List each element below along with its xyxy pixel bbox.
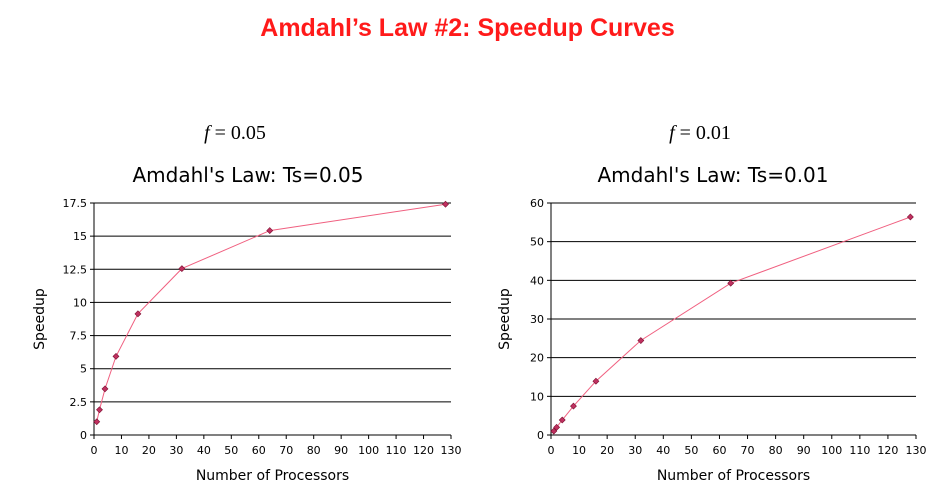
y-tick-label: 5 [80,363,87,376]
x-tick-label: 40 [656,444,670,457]
x-tick-label: 120 [877,444,898,457]
x-tick-label: 30 [628,444,642,457]
y-tick-label: 10 [73,296,87,309]
x-tick-label: 50 [684,444,698,457]
x-tick-label: 80 [769,444,783,457]
f-value-label: f = 0.05 [0,122,470,145]
f-value-label: f = 0.01 [465,122,935,145]
data-point [93,418,101,426]
x-tick-label: 130 [906,444,927,457]
data-point [550,427,558,435]
data-point [558,416,566,424]
x-tick-label: 0 [91,444,98,457]
x-tick-label: 30 [169,444,183,457]
data-point [637,337,645,344]
data-point [592,377,600,385]
data-point [101,385,109,393]
x-tick-label: 110 [849,444,870,457]
x-axis-label: Number of Processors [657,468,810,484]
y-tick-label: 30 [530,313,544,326]
chart-title: Amdahl's Law: Ts=0.01 [598,163,829,187]
x-tick-label: 90 [334,444,348,457]
speedup-chart-f005: Amdahl's Law: Ts=0.05 0 2.5 5 7.5 10 12.5 15 17.… [32,163,462,484]
y-tick-label: 40 [530,274,544,287]
y-tick-label: 50 [530,236,544,249]
y-tick-label: 7.5 [70,330,88,343]
data-point [570,402,577,410]
data-point [266,227,274,234]
x-tick-label: 110 [386,444,407,457]
x-tick-label: 10 [114,444,128,457]
x-tick-label: 60 [252,444,266,457]
y-tick-label: 20 [530,352,544,365]
chart-panel-f001: f = 0.01 Amdahl's Law: Ts=0.01 0 10 20 30 40 5… [465,122,935,504]
chart-panel-f005: f = 0.05 Amdahl's Law: Ts=0.05 0 2.5 5 7.5 10… [0,122,470,504]
data-point [906,213,914,221]
data-point [178,265,186,273]
x-tick-label: 130 [441,444,462,457]
y-tick-label: 15 [73,230,87,243]
slide-title: Amdahl’s Law #2: Speedup Curves [260,14,675,42]
f-variable: f [669,122,675,144]
data-point [112,352,120,360]
x-tick-label: 20 [142,444,156,457]
f-value: = 0.05 [214,122,266,144]
x-tick-label: 80 [307,444,321,457]
y-tick-label: 2.5 [70,396,88,409]
series-line [96,203,446,422]
x-axis-label: Number of Processors [196,468,349,484]
y-axis-label: Speedup [497,288,513,350]
x-tick-label: 0 [548,444,555,457]
chart-title: Amdahl's Law: Ts=0.05 [133,163,364,187]
f-value: = 0.01 [679,122,731,144]
x-tick-label: 120 [413,444,434,457]
data-point [727,279,735,287]
x-tick-label: 10 [572,444,586,457]
y-tick-label: 12.5 [63,263,88,276]
data-point [553,423,561,431]
x-tick-label: 70 [741,444,755,457]
series-line [553,216,911,432]
x-tick-label: 50 [224,444,238,457]
y-axis-label: Speedup [32,288,48,350]
x-tick-label: 100 [358,444,379,457]
data-point [96,406,103,414]
x-tick-label: 20 [600,444,614,457]
speedup-chart-f001: Amdahl's Law: Ts=0.01 0 10 20 30 40 50 60 0 10 20 3… [497,163,927,484]
x-tick-label: 100 [821,444,842,457]
y-tick-label: 60 [530,197,544,210]
x-tick-label: 70 [279,444,293,457]
data-point [134,310,142,318]
y-tick-label: 0 [537,429,544,442]
x-tick-label: 60 [712,444,726,457]
y-tick-label: 0 [80,429,87,442]
x-tick-label: 90 [797,444,811,457]
y-tick-label: 10 [530,390,544,403]
x-tick-label: 40 [197,444,211,457]
data-point [442,200,449,208]
y-tick-label: 17.5 [63,197,88,210]
f-variable: f [204,122,210,144]
